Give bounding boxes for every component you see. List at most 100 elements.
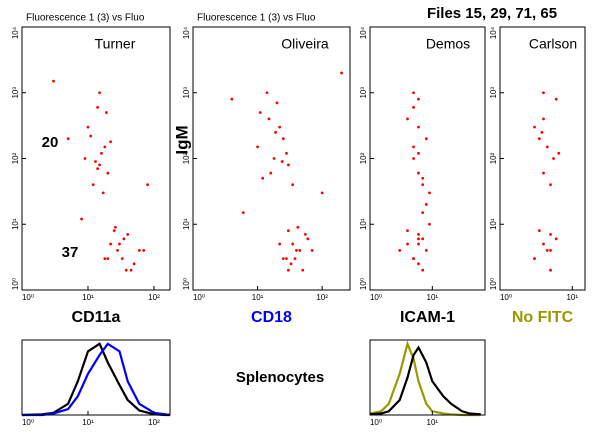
dot xyxy=(421,268,425,272)
dot xyxy=(552,157,555,160)
y-axis-label: IgM xyxy=(172,125,191,154)
y-tick-label: 10¹ xyxy=(489,218,498,230)
page-title: Files 15, 29, 71, 65 xyxy=(427,5,557,22)
dot xyxy=(91,183,95,187)
dot xyxy=(554,97,558,101)
dot xyxy=(417,237,420,241)
y-tick-label: 10⁰ xyxy=(11,278,20,290)
dot xyxy=(540,130,544,134)
dot xyxy=(66,137,70,141)
dot xyxy=(98,91,102,95)
dot xyxy=(417,233,420,236)
dot xyxy=(417,97,420,101)
dot xyxy=(106,171,110,175)
dot xyxy=(142,249,146,252)
dot xyxy=(122,237,126,241)
gate-percent: 20 xyxy=(42,134,59,151)
x-tick-label: 10⁰ xyxy=(22,293,34,302)
y-tick-label: 10⁴ xyxy=(359,26,368,39)
dot xyxy=(104,111,108,114)
axes-frame xyxy=(369,339,486,416)
axes-frame xyxy=(192,26,351,291)
y-tick-label: 10² xyxy=(11,152,20,164)
dot xyxy=(545,145,549,149)
y-tick-label: 10³ xyxy=(359,87,368,99)
y-tick-label: 10⁴ xyxy=(182,26,191,39)
panel-title: Fluorescence 1 (3) vs Fluo xyxy=(197,13,316,24)
dot xyxy=(230,97,234,101)
dot xyxy=(542,91,545,95)
dot xyxy=(545,249,549,252)
dot xyxy=(286,268,290,272)
dot xyxy=(296,225,300,229)
dot xyxy=(241,211,245,215)
panel-label: Carlson xyxy=(529,36,577,52)
dot xyxy=(533,257,536,261)
dot xyxy=(129,268,133,272)
dot xyxy=(293,257,297,261)
dot xyxy=(98,163,102,167)
x-axis-label: CD18 xyxy=(251,309,292,326)
dot xyxy=(96,105,100,109)
dot xyxy=(417,242,420,246)
x-axis-label: ICAM-1 xyxy=(400,309,455,326)
dot xyxy=(537,137,541,141)
dot xyxy=(417,125,420,129)
y-tick-label: 10⁰ xyxy=(359,278,368,290)
panel-title: Fluorescence 1 (3) vs Fluo xyxy=(26,13,145,24)
axes-frame xyxy=(369,26,486,291)
dot xyxy=(406,229,409,233)
dot xyxy=(258,111,262,114)
x-tick-label: 10¹ xyxy=(427,293,439,302)
dot xyxy=(109,140,112,144)
dot xyxy=(132,262,136,266)
x-tick-label: 10¹ xyxy=(82,418,94,427)
dot xyxy=(542,242,545,246)
histogram-line xyxy=(21,342,170,417)
dot xyxy=(109,242,112,246)
dot xyxy=(424,249,428,252)
dot xyxy=(549,183,552,187)
dot xyxy=(285,151,288,155)
x-tick-label: 10⁰ xyxy=(370,418,382,427)
dot xyxy=(120,257,124,261)
dot xyxy=(103,257,107,261)
dot xyxy=(417,262,420,266)
dot xyxy=(137,249,141,252)
dot xyxy=(112,229,116,233)
histogram-line xyxy=(22,342,171,417)
dot xyxy=(406,117,409,121)
dot xyxy=(291,183,295,187)
dot xyxy=(417,151,420,155)
dot xyxy=(298,249,302,252)
x-tick-label: 10⁰ xyxy=(22,418,34,427)
dot xyxy=(303,233,307,236)
x-tick-label: 10¹ xyxy=(252,293,264,302)
dot xyxy=(421,176,425,180)
y-tick-label: 10² xyxy=(359,152,368,164)
dot xyxy=(289,262,293,266)
axes-frame xyxy=(499,26,586,291)
y-tick-label: 10² xyxy=(182,152,191,164)
y-tick-label: 10⁴ xyxy=(489,26,498,39)
dot xyxy=(94,160,97,163)
dot xyxy=(412,105,415,109)
x-tick-label: 10² xyxy=(148,418,160,427)
dot xyxy=(424,137,428,141)
x-axis-label: CD11a xyxy=(72,309,121,326)
x-tick-label: 10⁰ xyxy=(193,293,205,302)
x-tick-label: 10² xyxy=(316,293,328,302)
dot xyxy=(286,163,290,167)
dot xyxy=(256,145,259,149)
dot xyxy=(124,268,128,272)
y-tick-label: 10⁴ xyxy=(11,26,20,39)
y-tick-label: 10¹ xyxy=(359,218,368,230)
dot xyxy=(406,242,409,246)
dot xyxy=(52,79,55,83)
dot xyxy=(286,229,290,233)
dot xyxy=(542,171,545,175)
dot xyxy=(398,249,402,252)
x-axis-label: No FITC xyxy=(512,309,574,326)
dot xyxy=(412,91,415,95)
